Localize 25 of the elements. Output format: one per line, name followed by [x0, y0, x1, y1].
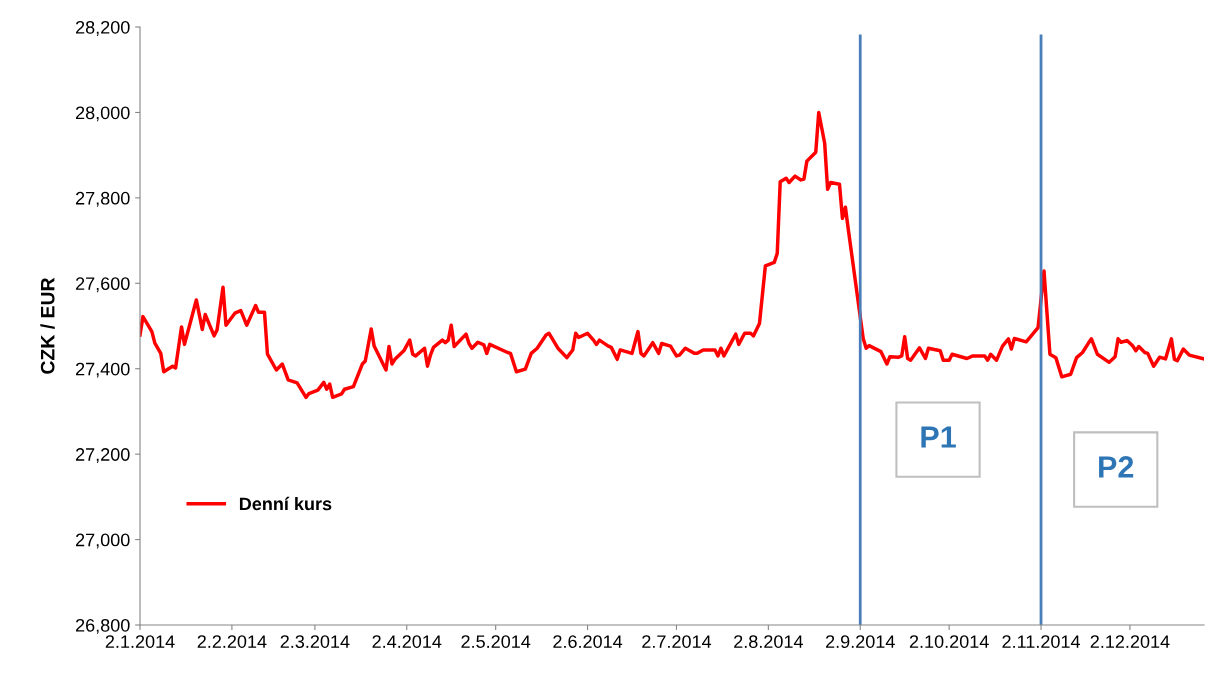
x-tick-label: 2.3.2014	[280, 635, 350, 648]
legend-label: Denní kurs	[239, 496, 332, 511]
x-tick-label: 2.8.2014	[734, 635, 803, 648]
y-axis-title: CZK / EUR	[40, 277, 55, 374]
x-tick-label: 2.11.2014	[1002, 635, 1080, 648]
y-tick-label: 28,000	[75, 106, 130, 122]
x-tick-label: 2.4.2014	[372, 635, 442, 648]
x-tick-label: 2.1.2014	[105, 635, 175, 648]
annotation: P2	[1099, 456, 1134, 478]
y-tick-label: 27,600	[75, 277, 130, 293]
x-tick-label: 2.10.2014	[909, 635, 989, 648]
x-tick-label: 2.6.2014	[553, 635, 623, 648]
y-tick-label: 27,800	[75, 191, 130, 207]
x-tick-label: 2.5.2014	[461, 635, 531, 648]
y-tick-label: 27,400	[75, 362, 130, 378]
annotation: P1	[921, 426, 956, 448]
y-tick-label: 27,000	[75, 533, 130, 549]
y-tick-label: 28,200	[75, 20, 130, 36]
line-series	[140, 110, 1205, 400]
x-tick-label: 2.2.2014	[197, 635, 267, 648]
y-tick-label: 26,800	[75, 618, 130, 634]
x-tick-label: 2.7.2014	[642, 635, 712, 648]
y-tick-label: 27,200	[75, 448, 130, 464]
x-tick-label: 2.9.2014	[826, 635, 895, 648]
x-tick-label: 2.12.2014	[1090, 635, 1170, 648]
